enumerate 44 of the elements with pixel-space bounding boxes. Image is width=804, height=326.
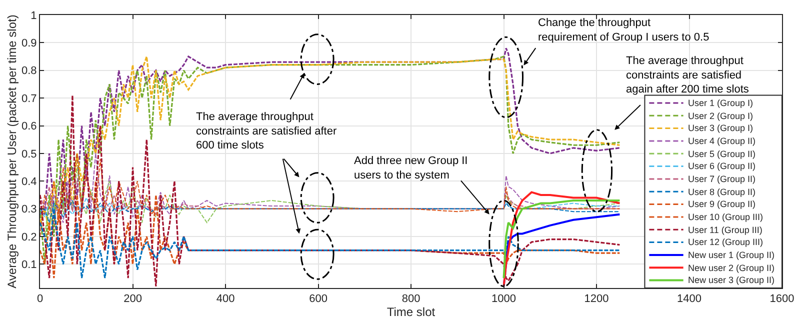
legend-label: User 10 (Group III) <box>688 212 764 222</box>
legend-label: User 6 (Group II) <box>688 161 756 171</box>
y-tick-label: 0.2 <box>22 231 37 244</box>
legend-label: User 4 (Group II) <box>688 136 756 146</box>
legend-label: User 3 (Group I) <box>688 123 754 133</box>
legend-label: New user 1 (Group II) <box>688 250 775 260</box>
line-series <box>40 94 620 288</box>
legend-label: User 1 (Group I) <box>688 98 754 108</box>
y-tick-label: 0.8 <box>22 65 37 78</box>
y-tick-label: 1 <box>30 10 37 22</box>
x-tick-label: 1400 <box>677 293 702 306</box>
x-tick-label: 200 <box>124 293 142 306</box>
x-tick-label: 1200 <box>584 293 609 306</box>
x-tick-label: 1000 <box>492 293 516 306</box>
y-tick-label: 0.1 <box>22 259 37 272</box>
y-tick-label: 0.6 <box>22 120 37 133</box>
x-axis-title: Time slot <box>386 305 436 320</box>
legend-label: User 7 (Group II) <box>688 174 756 184</box>
y-tick-label: 0.7 <box>22 92 37 105</box>
annotation: The average throughput constraints are satisfied again after 200 time slots <box>626 55 750 96</box>
legend-label: User 5 (Group II) <box>688 149 756 159</box>
legend-label: User 2 (Group I) <box>688 111 754 121</box>
y-axis-title: Average Throughput per User (packet per time slot) <box>4 14 19 288</box>
annotation: Change the throughput requirement of Group I users to 0.5 <box>538 17 710 44</box>
x-tick-label: 0 <box>36 293 44 306</box>
x-tick-label: 1600 <box>770 293 794 306</box>
y-tick-label: 0.4 <box>22 176 37 188</box>
y-tick-label: 0.9 <box>22 38 37 50</box>
annotation: The average throughput constraints are satisfied after 600 time slots <box>196 111 337 152</box>
line-series <box>40 56 620 265</box>
legend-label: New user 3 (Group II) <box>688 275 775 285</box>
line-series <box>502 200 621 280</box>
x-tick-label: 400 <box>216 293 235 306</box>
y-tick-label: 0.5 <box>22 148 37 160</box>
legend-label: New user 2 (Group II) <box>688 263 775 273</box>
line-series <box>502 191 621 288</box>
legend-label: User 9 (Group II) <box>688 199 756 209</box>
x-tick-label: 800 <box>402 293 420 306</box>
x-tick-label: 600 <box>309 293 328 306</box>
y-tick-label: 0.3 <box>22 204 37 216</box>
legend-label: User 12 (Group III) <box>688 237 764 247</box>
annotation: Add three new Group II users to the system <box>354 155 468 182</box>
legend-label: User 11 (Group III) <box>688 225 762 235</box>
legend-label: User 8 (Group II) <box>688 187 756 197</box>
